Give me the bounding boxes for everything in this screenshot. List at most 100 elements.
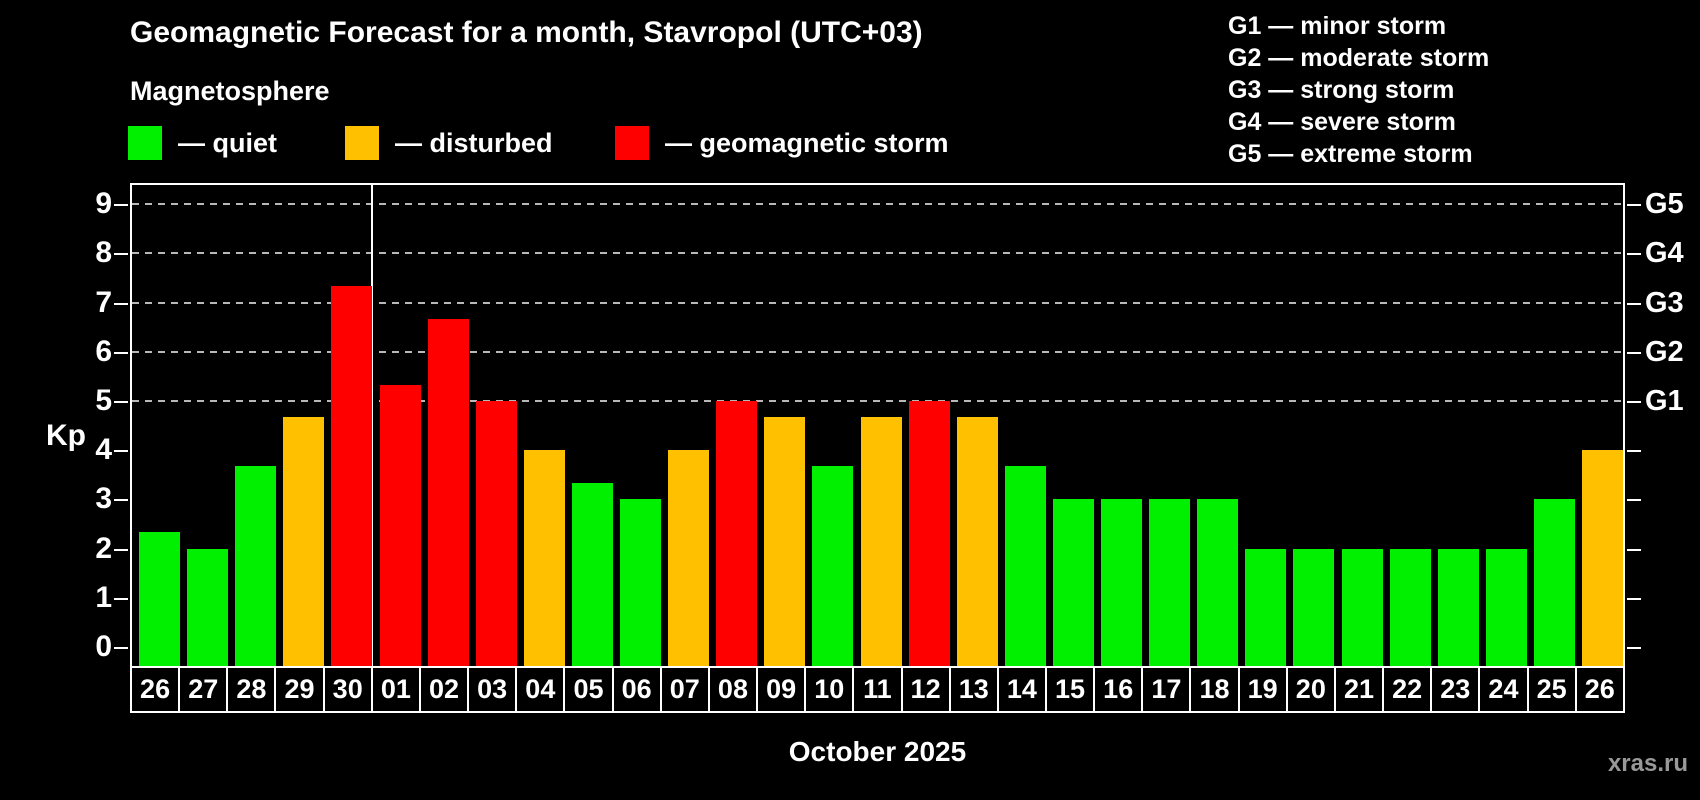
y-axis-tick-4 (114, 450, 128, 453)
day-label-cell: 13 (948, 668, 997, 711)
legend-item-quiet: — quiet (128, 126, 277, 160)
y-axis-tick-2 (114, 548, 128, 551)
y-axis-label-3: 3 (95, 482, 112, 516)
day-label-cell: 25 (1526, 668, 1575, 711)
y-axis-label-1: 1 (95, 580, 112, 614)
y-axis-label-7: 7 (95, 285, 112, 319)
y-axis-label-4: 4 (95, 433, 112, 467)
g3-legend-line: G3 — strong storm (1228, 76, 1455, 104)
gridline-kp-7 (132, 301, 1623, 304)
right-axis-tick-9 (1627, 204, 1641, 207)
kp-bar (764, 417, 806, 666)
day-label-cell: 27 (178, 668, 226, 711)
day-label-cell: 22 (1382, 668, 1430, 711)
y-axis-tick-7 (114, 302, 128, 305)
kp-bar (427, 318, 469, 666)
right-axis-tick-0 (1627, 647, 1641, 649)
y-axis-tick-5 (114, 401, 128, 403)
x-axis-day-labels: 26 27 28 29 30 01 02 03 04 05 06 07 08 09 10 11 12 13 14 15… (130, 668, 1625, 713)
kp-bar (1004, 466, 1046, 666)
day-label-cell: 04 (515, 668, 563, 711)
kp-bar (379, 384, 421, 666)
kp-bar (235, 466, 277, 666)
y-axis-label-0: 0 (95, 630, 112, 663)
page-title: Geomagnetic Forecast for a month, Stavro… (130, 16, 923, 49)
kp-bar (1533, 499, 1575, 666)
day-label-cell: 19 (1237, 668, 1286, 711)
watermark-link[interactable]: xras.ru (1607, 750, 1688, 777)
day-label-cell: 15 (1044, 668, 1093, 711)
gridline-kp-5 (132, 400, 1623, 402)
kp-bar (716, 401, 758, 666)
y-axis-title: Kp (46, 419, 86, 452)
right-axis-tick-3 (1627, 499, 1641, 502)
day-label-cell: 12 (900, 668, 949, 711)
y-axis-tick-0 (114, 647, 128, 649)
day-label-cell: 14 (996, 668, 1045, 711)
kp-bar (1582, 450, 1623, 666)
plot-area (114, 183, 1641, 668)
g2-legend-line: G2 — moderate storm (1228, 44, 1490, 72)
day-label-cell: 24 (1478, 668, 1526, 711)
day-label-cell: 02 (418, 668, 467, 711)
day-label-cell: 29 (274, 668, 322, 711)
right-axis-label-g2: G2 (1645, 335, 1684, 368)
legend-item-disturbed: — disturbed (345, 126, 553, 160)
gridline-kp-9 (132, 203, 1623, 206)
x-axis-title: October 2025 (788, 736, 967, 767)
kp-bar (668, 450, 710, 666)
kp-bar (1101, 499, 1143, 666)
g5-legend-line: G5 — extreme storm (1228, 140, 1473, 168)
day-label-cell: 30 (322, 668, 371, 711)
kp-bar (1149, 499, 1191, 666)
y-axis-label-8: 8 (95, 236, 112, 270)
day-label-cell: 17 (1141, 668, 1189, 711)
kp-bar (1197, 499, 1239, 666)
kp-bar (475, 401, 517, 666)
day-label-cell: 06 (611, 668, 660, 711)
kp-bar (860, 417, 902, 666)
kp-bar (187, 548, 229, 666)
kp-bar (139, 532, 181, 666)
right-axis-tick-2 (1627, 548, 1641, 551)
day-label-cell: 20 (1285, 668, 1334, 711)
right-axis-label-g3: G3 (1645, 286, 1684, 319)
day-label-cell: 18 (1189, 668, 1237, 711)
day-label-cell: 23 (1430, 668, 1478, 711)
y-axis-tick-8 (114, 253, 128, 256)
kp-bar (1485, 548, 1527, 666)
kp-bar (571, 483, 613, 666)
quiet-color-swatch (128, 126, 162, 160)
gridline-kp-6 (132, 350, 1623, 353)
g4-legend-line: G4 — severe storm (1228, 108, 1456, 136)
legend-label-storm: — geomagnetic storm (665, 127, 949, 158)
day-label-cell: 07 (659, 668, 708, 711)
kp-bar (283, 417, 325, 666)
day-label-cell: 26 (140, 674, 171, 704)
day-label-cell: 08 (707, 668, 756, 711)
kp-bar (1437, 548, 1479, 666)
right-axis-label-g5: G5 (1645, 188, 1684, 221)
kp-bar (1389, 548, 1431, 666)
right-axis-tick-4 (1627, 450, 1641, 453)
right-axis-tick-8 (1627, 253, 1641, 256)
y-axis-label-6: 6 (95, 334, 112, 368)
gridline-kp-8 (132, 252, 1623, 255)
kp-bar (812, 466, 854, 666)
day-label-cell: 10 (804, 668, 852, 711)
kp-bar (1052, 499, 1094, 666)
day-label-cell: 09 (756, 668, 804, 711)
month-separator-line (371, 185, 374, 666)
day-label-cell: 26 (1574, 668, 1623, 711)
y-axis-tick-9 (114, 204, 128, 207)
right-axis-tick-1 (1627, 597, 1641, 600)
kp-bar (908, 401, 950, 666)
storm-color-swatch (615, 126, 649, 160)
day-label-cell: 05 (563, 668, 611, 711)
legend-label-disturbed: — disturbed (395, 127, 553, 158)
right-axis-label-g1: G1 (1645, 385, 1684, 417)
y-axis-label-2: 2 (95, 531, 112, 565)
kp-bar (1341, 548, 1383, 666)
day-label-cell: 28 (226, 668, 274, 711)
